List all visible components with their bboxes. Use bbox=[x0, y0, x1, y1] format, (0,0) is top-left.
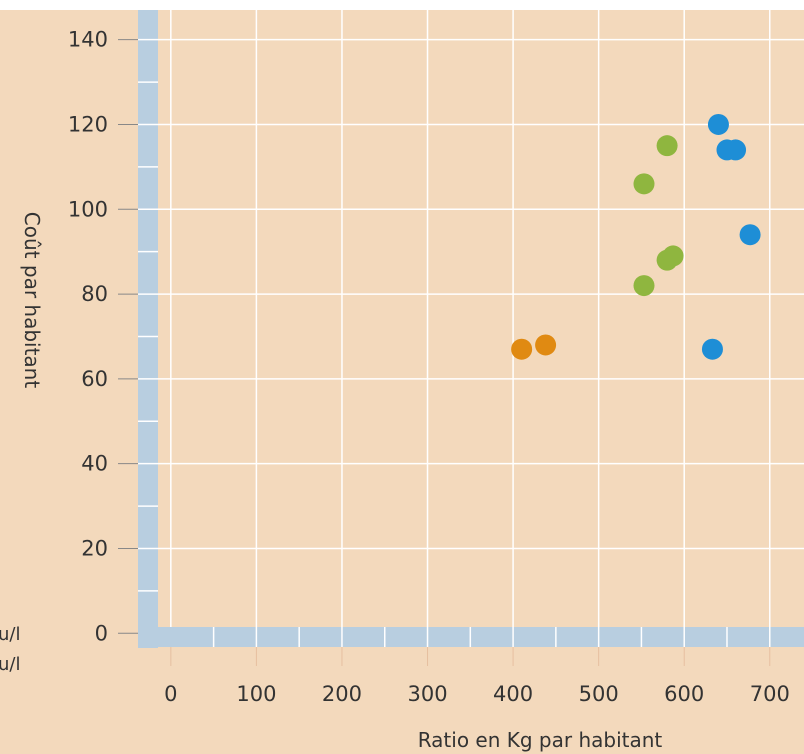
data-points bbox=[511, 113, 761, 360]
y-axis-label: Coût par habitant bbox=[20, 212, 44, 389]
x-tick-label: 200 bbox=[322, 682, 362, 706]
x-tick-label: 300 bbox=[407, 682, 447, 706]
axis-bar-ticks bbox=[138, 38, 771, 647]
y-tick-label: 100 bbox=[68, 197, 108, 221]
y-tick-labels: 0 20 40 60 80 100 120 140 bbox=[68, 28, 138, 645]
grid bbox=[158, 10, 804, 627]
y-tick-label: 140 bbox=[68, 28, 108, 52]
y-tick-label: 20 bbox=[81, 536, 108, 560]
data-point-series-2 bbox=[633, 275, 655, 297]
data-point-series-3 bbox=[725, 139, 747, 161]
x-tick-label: 400 bbox=[493, 682, 533, 706]
x-tick-label: 700 bbox=[750, 682, 790, 706]
edge-fragment-2: u/l bbox=[0, 654, 20, 675]
data-point-series-2 bbox=[662, 245, 684, 267]
x-tick-labels: 0 100 200 300 400 500 600 700 bbox=[164, 647, 790, 706]
x-axis-label: Ratio en Kg par habitant bbox=[418, 728, 663, 752]
x-tick-label: 0 bbox=[164, 682, 177, 706]
y-tick-label: 0 bbox=[95, 621, 108, 645]
y-tick-label: 80 bbox=[81, 282, 108, 306]
data-point-series-3 bbox=[701, 338, 723, 360]
y-tick-label: 120 bbox=[68, 112, 108, 136]
y-tick-label: 60 bbox=[81, 367, 108, 391]
x-tick-label: 500 bbox=[579, 682, 619, 706]
data-point-series-3 bbox=[739, 224, 761, 246]
x-tick-label: 100 bbox=[236, 682, 276, 706]
y-tick-label: 40 bbox=[81, 452, 108, 476]
y-axis-bar bbox=[138, 10, 158, 648]
data-point-series-1 bbox=[511, 338, 533, 360]
x-tick-label: 600 bbox=[664, 682, 704, 706]
data-point-series-3 bbox=[707, 113, 729, 135]
data-point-series-2 bbox=[633, 173, 655, 195]
edge-fragment-1: u/l bbox=[0, 624, 20, 645]
data-point-series-2 bbox=[656, 135, 678, 157]
data-point-series-1 bbox=[535, 334, 557, 356]
